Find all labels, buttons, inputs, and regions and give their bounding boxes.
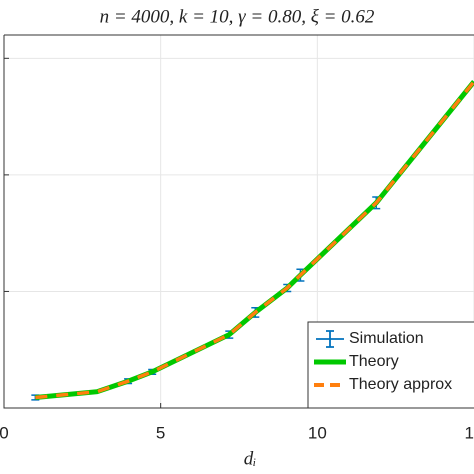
x-tick-label: 15 <box>465 423 474 442</box>
chart-title: n = 4000, k = 10, γ = 0.80, ξ = 0.62 <box>100 6 375 27</box>
x-tick-label: 0 <box>0 423 9 442</box>
x-axis-label: dᵢ <box>244 448 257 469</box>
series-line <box>35 80 474 400</box>
legend-swatch <box>316 330 344 348</box>
legend-label: Simulation <box>349 330 424 347</box>
legend-label: Theory <box>349 353 399 370</box>
x-tick-label: 5 <box>156 423 165 442</box>
x-tick-label: 10 <box>308 423 327 442</box>
legend-label: Theory approx <box>349 376 452 393</box>
legend-box <box>307 321 474 409</box>
